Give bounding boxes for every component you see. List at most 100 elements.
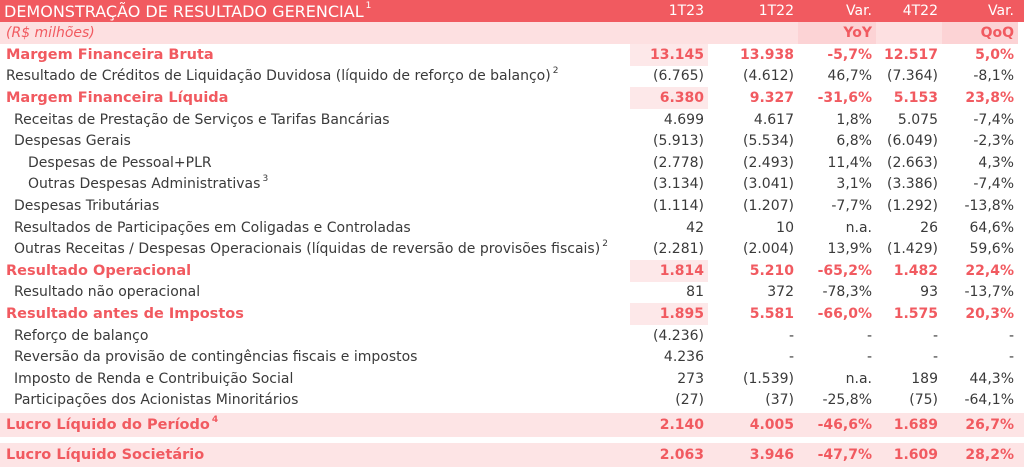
col-header-var-qoq: Var. (988, 3, 1014, 19)
value-1t22: - (788, 349, 794, 366)
row-label-text: Margem Financeira Líquida (6, 89, 229, 106)
value-var-qoq: -13,8% (964, 197, 1014, 214)
row-label-text: Margem Financeira Bruta (6, 46, 214, 63)
row-label: Despesas Tributárias (0, 195, 630, 217)
row-label: Receitas de Prestação de Serviços e Tari… (0, 109, 630, 131)
table-header: DEMONSTRAÇÃO DE RESULTADO GERENCIAL 1 1T2… (0, 0, 1024, 22)
value-4t22: 189 (911, 370, 938, 387)
row-label-text: Resultado não operacional (14, 284, 201, 301)
row-label-text: Participações dos Acionistas Minoritário… (14, 392, 299, 409)
value-var-qoq: 59,6% (969, 241, 1014, 258)
value-1t23: (2.778) (652, 154, 704, 171)
value-var-qoq: 44,3% (969, 370, 1014, 387)
value-var-qoq: 5,0% (975, 46, 1014, 63)
value-var-yoy: 13,9% (827, 241, 872, 258)
value-1t22: 10 (776, 219, 794, 236)
value-1t23: 4.699 (663, 111, 704, 128)
row-label: Resultados de Participações em Coligadas… (0, 217, 630, 239)
col-header-1t23: 1T23 (668, 3, 704, 19)
row-label: Outras Despesas Administrativas 3 (0, 174, 630, 196)
value-1t22: (1.207) (742, 197, 794, 214)
value-var-yoy: -7,7% (831, 197, 872, 214)
value-1t22: 3.946 (749, 447, 794, 464)
value-1t23: 2.140 (659, 417, 704, 434)
value-4t22: (1.292) (886, 197, 938, 214)
col-header-4t22: 4T22 (902, 3, 938, 19)
value-4t22: 1.609 (893, 447, 938, 464)
row-label: Resultado não operacional (0, 282, 630, 304)
yoy-label: YoY (798, 22, 876, 44)
value-1t22: 9.327 (749, 89, 794, 106)
value-var-yoy: -5,7% (827, 46, 872, 63)
subheader-band (876, 22, 942, 44)
value-1t23: 6.380 (630, 87, 708, 109)
qoq-label: QoQ (942, 22, 1018, 44)
value-4t22: - (932, 327, 938, 344)
table-title: DEMONSTRAÇÃO DE RESULTADO GERENCIAL 1 (0, 0, 630, 22)
row-label-footnote: 2 (602, 239, 608, 250)
table-row: Receitas de Prestação de Serviços e Tari… (0, 109, 1024, 131)
value-1t23: (27) (675, 392, 704, 409)
row-label-text: Reforço de balanço (14, 327, 149, 344)
value-1t23: 1.814 (630, 260, 708, 282)
row-label-footnote: 2 (552, 66, 559, 77)
table-row: Margem Financeira Bruta 13.145 13.938 -5,7%… (0, 44, 1024, 66)
row-label-text: Imposto de Renda e Contribuição Social (14, 370, 294, 387)
value-var-qoq: -7,4% (973, 176, 1014, 193)
value-4t22: (7.364) (886, 68, 938, 85)
value-1t22: (2.004) (742, 241, 794, 258)
value-1t23: (3.134) (652, 176, 704, 193)
value-1t22: (1.539) (742, 370, 794, 387)
col-header-var-yoy: Var. (846, 3, 872, 19)
value-1t23: 1.895 (630, 303, 708, 325)
table-row: Participações dos Acionistas Minoritário… (0, 390, 1024, 412)
row-label: Outras Receitas / Despesas Operacionais … (0, 238, 630, 260)
row-label-text: Despesas Gerais (14, 133, 131, 150)
value-4t22: (6.049) (886, 133, 938, 150)
table-title-footnote: 1 (365, 1, 372, 11)
value-1t23: 2.063 (659, 447, 704, 464)
row-label: Resultado Operacional (0, 260, 630, 282)
table-row: Lucro Líquido Societário 2.063 3.946 -47,7%… (0, 443, 1024, 468)
value-1t23: 273 (677, 370, 704, 387)
table-row: Reversão da provisão de contingências fi… (0, 346, 1024, 368)
row-label: Reforço de balanço (0, 325, 630, 347)
row-label: Imposto de Renda e Contribuição Social (0, 368, 630, 390)
value-var-yoy: n.a. (845, 219, 872, 236)
value-1t23: (4.236) (652, 327, 704, 344)
value-1t23: 42 (686, 219, 704, 236)
subheader-band (708, 22, 798, 44)
row-label-text: Receitas de Prestação de Serviços e Tari… (14, 111, 390, 128)
value-1t23: 13.145 (630, 44, 708, 66)
row-label: Margem Financeira Líquida (0, 87, 630, 109)
value-4t22: 1.575 (893, 305, 938, 322)
value-var-qoq: -2,3% (973, 133, 1014, 150)
table-row: Margem Financeira Líquida 6.380 9.327 -31,6… (0, 87, 1024, 109)
value-4t22: (2.663) (886, 154, 938, 171)
value-4t22: 93 (920, 284, 938, 301)
row-label-text: Reversão da provisão de contingências fi… (14, 349, 418, 366)
row-label: Resultado antes de Impostos (0, 303, 630, 325)
value-1t23: (6.765) (652, 68, 704, 85)
row-label: Margem Financeira Bruta (0, 44, 630, 66)
table-row: Lucro Líquido do Período 4 2.140 4.005 -46,6… (0, 413, 1024, 438)
value-var-yoy: 11,4% (827, 154, 872, 171)
table-row: Outras Despesas Administrativas 3 (3.134) (… (0, 174, 1024, 196)
table-row: Despesas Gerais (5.913) (5.534) 6,8% (6.049)… (0, 130, 1024, 152)
value-1t22: (5.534) (742, 133, 794, 150)
value-var-yoy: 6,8% (836, 133, 872, 150)
row-label: Despesas Gerais (0, 130, 630, 152)
value-4t22: 26 (920, 219, 938, 236)
row-label: Reversão da provisão de contingências fi… (0, 346, 630, 368)
row-label-footnote: 3 (262, 174, 269, 185)
value-var-qoq: 26,7% (965, 417, 1014, 434)
value-var-qoq: 4,3% (978, 154, 1014, 171)
value-1t23: (1.114) (652, 197, 704, 214)
value-1t22: 5.210 (749, 262, 794, 279)
value-var-qoq: - (1008, 327, 1014, 344)
value-var-yoy: -46,6% (817, 417, 872, 434)
row-label-text: Despesas Tributárias (14, 197, 160, 214)
table-row: Resultado não operacional 81 372 -78,3% 93 -1… (0, 282, 1024, 304)
value-var-yoy: -65,2% (817, 262, 872, 279)
row-label-text: Resultado antes de Impostos (6, 305, 244, 322)
